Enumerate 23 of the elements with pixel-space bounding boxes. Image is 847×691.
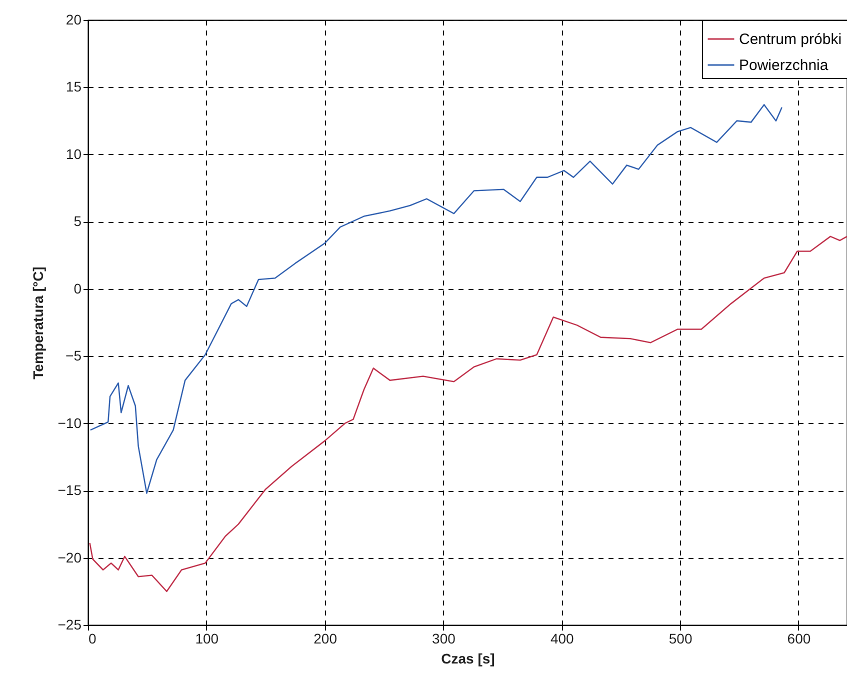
x-axis-title: Czas [s] bbox=[441, 650, 495, 666]
y-tick-label: −15 bbox=[58, 482, 82, 498]
line-series bbox=[89, 236, 847, 592]
line-series bbox=[90, 104, 783, 494]
x-tick-label: 200 bbox=[314, 630, 338, 646]
x-tick-label: 300 bbox=[432, 630, 456, 646]
y-tick-label: 0 bbox=[74, 280, 82, 296]
y-axis-title: Temperatura [°C] bbox=[30, 266, 46, 380]
y-tick-label: 5 bbox=[74, 213, 82, 230]
y-tick-label: 10 bbox=[66, 146, 82, 162]
x-tick-label: 400 bbox=[550, 630, 574, 646]
x-tick-label: 500 bbox=[668, 630, 692, 646]
x-tick-label: 600 bbox=[787, 630, 811, 646]
y-tick-label: 20 bbox=[66, 12, 82, 28]
y-tick-label: −5 bbox=[66, 348, 82, 364]
legend-label: Powierzchnia bbox=[739, 57, 829, 74]
legend-label: Centrum próbki bbox=[739, 31, 842, 48]
y-tick-label: −25 bbox=[58, 616, 82, 632]
x-tick-label: 100 bbox=[195, 630, 219, 646]
y-tick-label: −10 bbox=[58, 414, 82, 431]
y-tick-label: −20 bbox=[58, 549, 82, 566]
y-tick-label: 15 bbox=[66, 78, 82, 95]
x-tick-label: 0 bbox=[88, 630, 96, 646]
